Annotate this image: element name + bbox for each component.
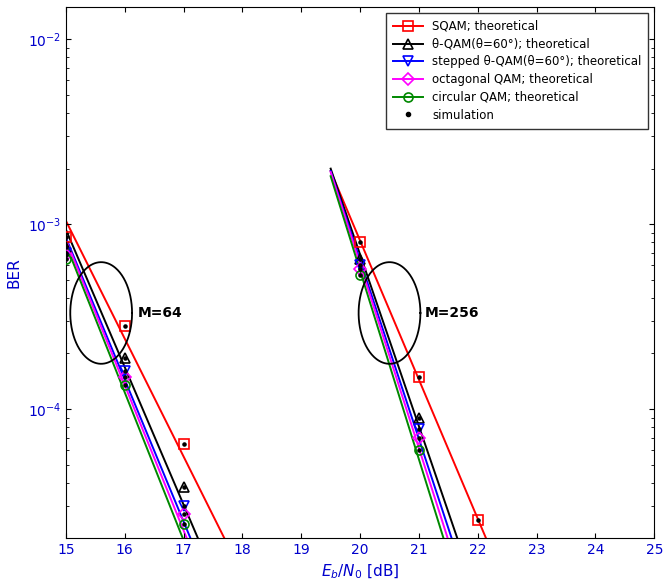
Text: M=256: M=256 [425,306,479,320]
X-axis label: $E_b/N_0$ [dB]: $E_b/N_0$ [dB] [321,563,399,581]
Legend: SQAM; theoretical, θ-QAM(θ=60°); theoretical, stepped θ-QAM(θ=60°); theoretical,: SQAM; theoretical, θ-QAM(θ=60°); theoret… [386,13,649,129]
Text: M=64: M=64 [137,306,182,320]
Y-axis label: BER: BER [7,257,22,288]
